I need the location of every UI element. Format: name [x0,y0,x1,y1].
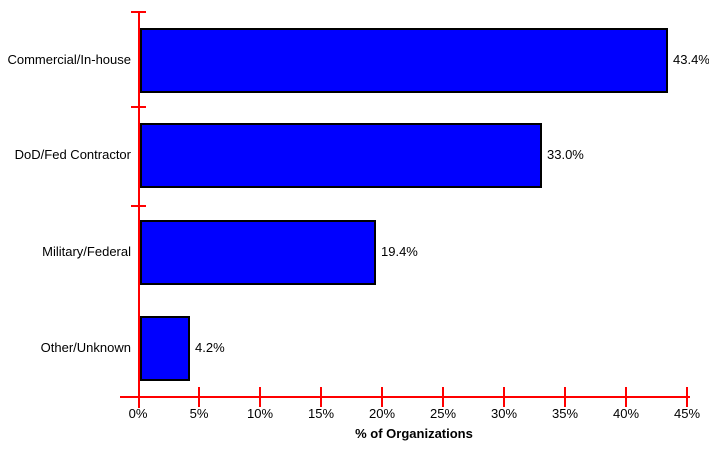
x-axis-tick [503,387,505,407]
category-label-other-unknown: Other/Unknown [40,340,131,355]
bar-other-unknown [140,316,190,381]
x-axis-tick [564,387,566,407]
x-axis-tick [259,387,261,407]
bar-military-federal [140,220,376,285]
x-tick-label-20: 20% [368,406,396,421]
x-axis-tick [320,387,322,407]
bar-dod-fed-contractor [140,123,542,188]
x-axis-tick [625,387,627,407]
value-label-military-federal: 19.4% [381,244,418,259]
y-axis-line [138,11,140,408]
value-label-other-unknown: 4.2% [195,340,225,355]
x-tick-label-30: 30% [490,406,518,421]
y-axis-tick [131,106,146,108]
x-tick-label-25: 25% [429,406,457,421]
x-axis-tick [198,387,200,407]
x-tick-label-0: 0% [128,406,148,421]
x-tick-label-15: 15% [307,406,335,421]
category-label-commercial-in-house: Commercial/In-house [7,52,131,67]
bar-commercial-in-house [140,28,668,93]
x-axis-line [120,396,690,398]
category-label-military-federal: Military/Federal [42,244,131,259]
x-axis-tick [381,387,383,407]
x-tick-label-5: 5% [189,406,209,421]
x-tick-label-40: 40% [612,406,640,421]
x-tick-label-10: 10% [246,406,274,421]
value-label-dod-fed-contractor: 33.0% [547,147,584,162]
y-axis-tick [131,11,146,13]
category-label-dod-fed-contractor: DoD/Fed Contractor [14,147,131,162]
x-axis-tick [686,387,688,407]
x-axis-tick [442,387,444,407]
x-tick-label-35: 35% [551,406,579,421]
x-axis-title: % of Organizations [355,426,473,441]
value-label-commercial-in-house: 43.4% [673,52,709,67]
y-axis-tick [131,205,146,207]
x-tick-label-45: 45% [673,406,701,421]
